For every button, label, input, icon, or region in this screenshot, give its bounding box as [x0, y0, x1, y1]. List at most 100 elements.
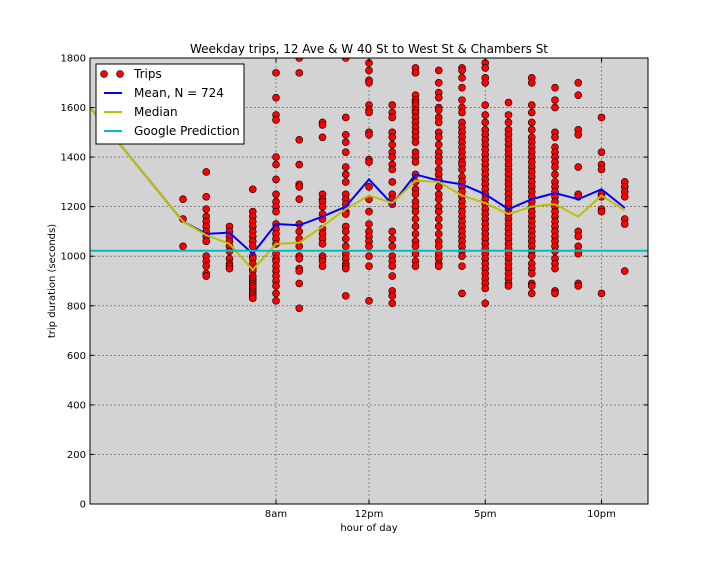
trip-point	[388, 299, 397, 308]
trip-point	[527, 126, 536, 134]
x-tick-label: 10pm	[587, 509, 616, 520]
x-axis-label: hour of day	[340, 523, 397, 534]
trip-point	[388, 227, 397, 236]
legend-trips-marker-2	[116, 70, 124, 78]
trip-point	[341, 138, 350, 147]
trip-point	[434, 140, 443, 149]
trip-point	[597, 113, 606, 122]
trip-point	[388, 140, 397, 149]
trip-point	[574, 282, 583, 290]
trip-point	[411, 69, 420, 77]
trip-point	[527, 78, 536, 87]
trip-point	[388, 272, 397, 280]
trip-point	[434, 93, 443, 102]
trip-point	[341, 113, 350, 122]
trip-point	[365, 220, 373, 228]
trip-point	[365, 252, 373, 261]
y-tick-label: 400	[67, 400, 86, 411]
trip-point	[527, 108, 536, 117]
y-tick-label: 1400	[61, 153, 86, 164]
trip-point	[527, 282, 536, 290]
trip-point	[272, 282, 280, 290]
trip-point	[481, 111, 490, 119]
trip-point	[434, 262, 443, 270]
trip-point	[481, 284, 490, 293]
trip-point	[434, 222, 443, 231]
trip-point	[551, 289, 559, 298]
trip-point	[295, 227, 304, 236]
trip-point	[272, 69, 280, 77]
trip-point	[388, 235, 397, 243]
trip-point	[341, 170, 350, 179]
y-tick-label: 1800	[61, 54, 86, 65]
trip-point	[411, 262, 420, 270]
trip-point	[202, 205, 211, 213]
trip-point	[341, 227, 350, 236]
trip-point	[202, 192, 211, 201]
x-tick-label: 8am	[265, 509, 287, 520]
trip-point	[458, 262, 466, 270]
y-tick-label: 1000	[61, 252, 86, 263]
legend-trips-label: Trips	[133, 67, 162, 81]
trip-point	[388, 242, 397, 251]
trip-point	[272, 153, 280, 161]
trip-point	[411, 215, 420, 223]
x-tick-label: 5pm	[474, 509, 496, 520]
trip-point	[318, 202, 327, 211]
trip-point	[295, 195, 304, 204]
trip-point	[341, 163, 350, 171]
trip-point	[434, 230, 443, 238]
trip-point	[434, 66, 443, 75]
trip-point	[620, 192, 629, 201]
trip-point	[551, 133, 559, 142]
trip-point	[202, 262, 211, 270]
trip-point	[272, 207, 280, 216]
trip-point	[527, 252, 536, 261]
trip-point	[458, 96, 466, 104]
trip-point	[481, 101, 490, 109]
trip-point	[318, 121, 327, 129]
trip-point	[481, 64, 490, 72]
y-tick-label: 1200	[61, 202, 86, 213]
x-tick-label: 12pm	[355, 509, 384, 520]
trip-point	[388, 292, 397, 300]
trip-point	[504, 282, 513, 290]
trip-point	[295, 254, 304, 263]
trip-point	[481, 299, 490, 308]
trip-point	[527, 269, 536, 278]
trip-point	[295, 69, 304, 77]
trip-point	[458, 66, 466, 75]
trip-point	[388, 178, 397, 186]
y-tick-label: 800	[67, 301, 86, 312]
trip-point	[551, 264, 559, 273]
trip-point	[388, 133, 397, 142]
trip-point	[458, 74, 466, 82]
trip-point	[434, 207, 443, 216]
trip-point	[551, 83, 559, 92]
trip-point	[295, 135, 304, 144]
trip-point	[365, 158, 373, 166]
trip-point	[365, 183, 373, 191]
trip-point	[295, 58, 304, 62]
trip-point	[458, 165, 466, 174]
series-lines	[90, 106, 648, 272]
trip-point	[411, 207, 420, 216]
trip-point	[202, 168, 211, 176]
trip-point	[388, 165, 397, 174]
trip-point	[341, 292, 350, 300]
trip-point	[202, 272, 211, 280]
trip-point	[365, 108, 373, 117]
trip-point	[365, 207, 373, 216]
trip-point	[272, 160, 280, 169]
chart-title: Weekday trips, 12 Ave & W 40 St to West …	[190, 42, 548, 56]
trip-point	[458, 108, 466, 117]
trip-point	[411, 190, 420, 199]
trip-point	[527, 289, 536, 298]
trip-point	[551, 163, 559, 171]
trip-point	[341, 131, 350, 139]
trip-point	[341, 210, 350, 218]
trip-point	[295, 242, 304, 251]
y-tick-label: 0	[80, 500, 86, 511]
trip-point	[481, 118, 490, 127]
trip-point	[458, 289, 466, 298]
